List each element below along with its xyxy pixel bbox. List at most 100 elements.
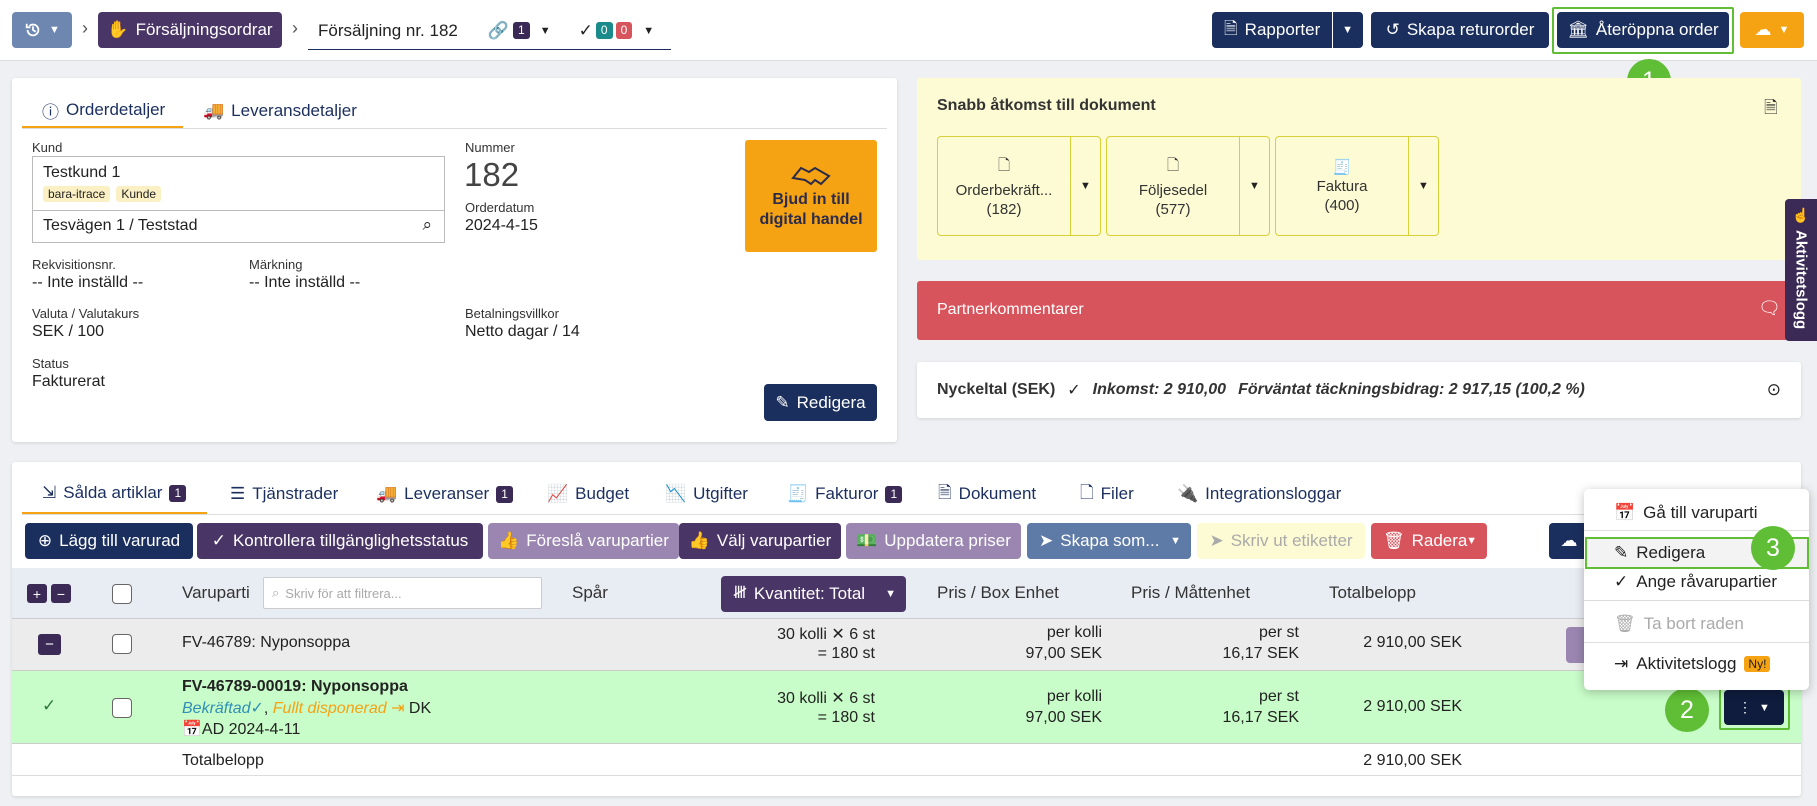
partner-comments-bar[interactable]: Partnerkommentarer 🗨: [917, 281, 1801, 340]
item-qty-line1: 30 kolli ✕ 6 st: [777, 690, 875, 707]
tab-service-rows[interactable]: ☰ Tjänstrader: [230, 474, 338, 514]
tab-documents[interactable]: 🗎 Dokument: [938, 474, 1036, 514]
doc-name: Faktura: [1316, 178, 1368, 195]
breadcrumb-sales-orders[interactable]: ✋ Försäljningsordrar: [98, 12, 282, 48]
delete-button[interactable]: 🗑 Radera ▼: [1371, 523, 1487, 559]
plus-circle-icon: ⊕: [37, 531, 53, 550]
comment-icon: 🗨: [1758, 298, 1781, 318]
order-date-label: Orderdatum: [465, 200, 535, 215]
order-date: 2024-4-15: [465, 217, 538, 234]
activity-log-side-tab[interactable]: ☝ Aktivitetslogg: [1785, 199, 1817, 341]
create-as-button[interactable]: ➤ Skapa som... ▼: [1027, 523, 1191, 559]
tab-label: Budget: [575, 484, 630, 503]
suggest-batches-button[interactable]: 👍 Föreslå varupartier: [488, 523, 679, 559]
reopen-order-label: Återöppna order: [1595, 20, 1719, 39]
reopen-order-button[interactable]: 🏛 Återöppna order: [1557, 12, 1729, 48]
arrow-in-icon: ⇲: [42, 483, 57, 502]
table-row-item[interactable]: [12, 671, 1801, 744]
print-labels-label: Skriv ut etiketter: [1230, 531, 1353, 550]
footer-total-label: Totalbelopp: [182, 752, 264, 769]
tab-expenses[interactable]: 📉 Utgifter: [665, 474, 748, 514]
menu-item-remove-row[interactable]: 🗑 Ta bort raden: [1614, 614, 1744, 634]
group-row-action-button[interactable]: [1566, 627, 1586, 663]
choose-batches-button[interactable]: 👍 Välj varupartier: [679, 523, 841, 559]
row-actions-button[interactable]: ⋮ ▼: [1724, 690, 1784, 725]
column-header-price-box: Pris / Box Enhet: [937, 583, 1059, 602]
currency-label: Valuta / Valutakurs: [32, 306, 140, 321]
table-row-group[interactable]: [12, 619, 1801, 671]
tabs-divider: [22, 514, 1791, 515]
menu-item-label: Redigera: [1636, 543, 1706, 562]
customer-name: Testkund 1: [43, 164, 121, 181]
check-availability-button[interactable]: ✓ Kontrollera tillgänglighetsstatus: [197, 523, 483, 559]
row-checkbox[interactable]: [112, 634, 132, 654]
checks-indicator[interactable]: ✓ 0 0 ▼: [579, 21, 655, 41]
row-checkbox[interactable]: [112, 698, 132, 718]
hand-icon: ☝: [1792, 207, 1810, 223]
status-dk: DK: [408, 700, 432, 717]
payment-terms-value: Netto dagar / 14: [465, 323, 580, 340]
breadcrumb-current[interactable]: Försäljning nr. 182 🔗 1 ▼ ✓ 0 0 ▼: [308, 12, 671, 50]
cloud-download-icon: ☁: [1754, 20, 1772, 39]
select-all-checkbox[interactable]: [112, 584, 132, 604]
thumb-icon: 👍: [498, 531, 520, 550]
reports-button[interactable]: 🗎 Rapporter ▼: [1212, 12, 1363, 48]
check-count-a: 0: [595, 22, 613, 39]
menu-divider: [1584, 600, 1809, 601]
invoice-icon: 🧾: [787, 484, 809, 503]
group-total: 2 910,00 SEK: [1363, 634, 1462, 651]
chevron-down-icon[interactable]: ▼: [1408, 137, 1438, 235]
linked-docs-indicator[interactable]: 🔗 1 ▼: [488, 21, 551, 41]
tab-sold-items[interactable]: ⇲ Sålda artiklar 1: [22, 474, 207, 514]
search-icon: ⌕: [422, 215, 432, 234]
menu-divider: [1584, 642, 1809, 643]
expand-all-button[interactable]: +: [27, 584, 47, 603]
chart-icon: 📉: [665, 484, 687, 503]
history-button[interactable]: ▼: [12, 12, 72, 48]
quantity-mode-button[interactable]: 𝍸 Kvantitet: Total ▼: [721, 576, 906, 612]
batch-filter-input[interactable]: ⌕ Skriv för att filtrera...: [263, 577, 542, 609]
chevron-down-icon[interactable]: ▼: [1070, 137, 1100, 235]
edit-order-button[interactable]: ✎ Redigera: [764, 384, 877, 421]
item-total: 2 910,00 SEK: [1363, 698, 1462, 715]
tab-files[interactable]: 🗋 Filer: [1080, 474, 1134, 514]
invite-digital-trade-button[interactable]: Bjud in till digital handel: [745, 140, 877, 252]
create-return-order-button[interactable]: ↺ Skapa returorder: [1371, 12, 1549, 48]
menu-item-edit[interactable]: ✎ Redigera: [1614, 543, 1705, 563]
reopen-highlight: [1552, 7, 1734, 54]
print-labels-button[interactable]: ➤ Skriv ut etiketter: [1197, 523, 1365, 559]
new-badge: Ny!: [1744, 656, 1771, 672]
customer-box[interactable]: Testkund 1 bara-itrace Kunde: [32, 156, 445, 210]
cloud-download-button[interactable]: ☁ ▼: [1740, 12, 1804, 48]
doc-delivery-note[interactable]: 🗋 Följesedel (577) ▼: [1106, 136, 1270, 236]
collapse-group-button[interactable]: −: [38, 634, 61, 655]
item-price-unit-value: 16,17 SEK: [1222, 709, 1300, 726]
update-prices-button[interactable]: 💵 Uppdatera priser: [846, 523, 1021, 559]
document-icon: 🗎: [1224, 18, 1238, 38]
menu-item-label: Gå till varuparti: [1643, 503, 1758, 522]
check-icon: ✓: [42, 696, 57, 715]
document-icon: 🗎: [1764, 98, 1778, 117]
doc-order-confirmation[interactable]: 🗋 Orderbekräft... (182) ▼: [937, 136, 1101, 236]
kpi-expected-margin: Förväntat täckningsbidrag: 2 917,15 (100…: [1238, 381, 1585, 398]
tab-budget[interactable]: 📈 Budget: [547, 474, 629, 514]
column-header-total: Totalbelopp: [1329, 583, 1416, 602]
menu-item-go-to-batch[interactable]: 📅 Gå till varuparti: [1614, 503, 1758, 523]
history-icon: [25, 23, 40, 37]
tab-deliveries[interactable]: 🚚 Leveranser 1: [376, 474, 513, 514]
add-item-row-label: Lägg till varurad: [59, 531, 181, 550]
menu-item-set-raw-batches[interactable]: ✓ Ange råvarupartier: [1614, 572, 1777, 592]
menu-item-activity-log[interactable]: ⇥ Aktivitetslogg Ny!: [1614, 654, 1771, 674]
address-field[interactable]: Tesvägen 1 / Teststad ⌕: [32, 210, 445, 243]
group-price-unit-unit: per st: [1258, 624, 1299, 641]
tab-order-details[interactable]: ⓘ Orderdetaljer: [22, 94, 183, 128]
add-item-row-button[interactable]: ⊕ Lägg till varurad: [25, 523, 193, 559]
doc-invoice[interactable]: 🧾 Faktura (400) ▼: [1275, 136, 1439, 236]
tab-integration-logs[interactable]: 🔌 Integrationsloggar: [1177, 474, 1341, 514]
cloud-upload-button[interactable]: ☁: [1549, 523, 1589, 559]
tab-invoices[interactable]: 🧾 Fakturor 1: [787, 474, 903, 514]
tab-delivery-details[interactable]: 🚚 Leveransdetaljer: [203, 94, 357, 128]
chevron-down-icon[interactable]: ▼: [1239, 137, 1269, 235]
collapse-all-button[interactable]: −: [51, 584, 71, 603]
tab-count-badge: 1: [885, 485, 903, 503]
